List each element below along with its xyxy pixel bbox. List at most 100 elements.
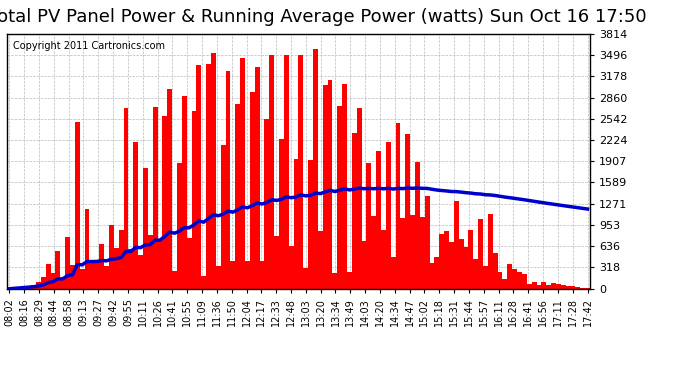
Bar <box>352 133 357 289</box>
Bar <box>143 168 148 289</box>
Bar <box>167 89 172 289</box>
Bar <box>313 49 318 289</box>
Bar <box>337 106 342 289</box>
Bar <box>104 266 109 289</box>
Bar <box>288 246 293 289</box>
Bar <box>469 230 473 289</box>
Bar <box>36 282 41 289</box>
Bar <box>556 284 561 289</box>
Bar <box>318 231 323 289</box>
Bar <box>255 67 259 289</box>
Bar <box>85 209 90 289</box>
Bar <box>250 92 255 289</box>
Bar <box>211 53 216 289</box>
Bar <box>245 261 250 289</box>
Bar <box>162 116 167 289</box>
Bar <box>391 257 395 289</box>
Bar <box>430 263 435 289</box>
Bar <box>376 151 381 289</box>
Bar <box>517 272 522 289</box>
Bar <box>284 55 288 289</box>
Bar <box>575 287 580 289</box>
Bar <box>221 146 226 289</box>
Bar <box>274 236 279 289</box>
Bar <box>362 241 366 289</box>
Bar <box>328 80 333 289</box>
Bar <box>177 163 181 289</box>
Bar <box>483 266 488 289</box>
Bar <box>333 273 337 289</box>
Text: Copyright 2011 Cartronics.com: Copyright 2011 Cartronics.com <box>12 41 165 51</box>
Bar <box>395 123 400 289</box>
Bar <box>240 58 245 289</box>
Bar <box>420 217 425 289</box>
Bar <box>21 286 26 289</box>
Bar <box>323 85 328 289</box>
Bar <box>342 84 347 289</box>
Bar <box>99 244 104 289</box>
Bar <box>551 284 556 289</box>
Bar <box>50 273 55 289</box>
Bar <box>80 269 85 289</box>
Bar <box>449 242 454 289</box>
Bar <box>128 249 133 289</box>
Bar <box>459 239 464 289</box>
Bar <box>187 238 192 289</box>
Bar <box>502 279 507 289</box>
Bar <box>425 196 430 289</box>
Bar <box>386 142 391 289</box>
Bar <box>133 142 138 289</box>
Bar <box>304 268 308 289</box>
Bar <box>152 107 157 289</box>
Bar <box>347 272 352 289</box>
Bar <box>226 71 230 289</box>
Bar <box>46 264 50 289</box>
Bar <box>366 164 371 289</box>
Bar <box>546 285 551 289</box>
Bar <box>371 216 376 289</box>
Bar <box>26 285 31 289</box>
Bar <box>497 272 502 289</box>
Bar <box>279 139 284 289</box>
Bar <box>124 108 128 289</box>
Bar <box>192 111 197 289</box>
Bar <box>172 271 177 289</box>
Bar <box>70 265 75 289</box>
Bar <box>357 108 362 289</box>
Bar <box>75 122 80 289</box>
Bar <box>537 285 542 289</box>
Bar <box>119 230 124 289</box>
Bar <box>571 286 575 289</box>
Bar <box>415 162 420 289</box>
Bar <box>381 230 386 289</box>
Bar <box>512 269 517 289</box>
Bar <box>12 288 17 289</box>
Bar <box>197 65 201 289</box>
Bar <box>405 134 410 289</box>
Bar <box>444 231 449 289</box>
Bar <box>464 247 469 289</box>
Bar <box>235 104 240 289</box>
Bar <box>410 214 415 289</box>
Bar <box>478 219 483 289</box>
Bar <box>41 278 46 289</box>
Bar <box>201 276 206 289</box>
Bar <box>269 55 274 289</box>
Bar <box>400 219 405 289</box>
Bar <box>148 235 152 289</box>
Bar <box>454 201 459 289</box>
Bar <box>138 255 143 289</box>
Bar <box>259 261 264 289</box>
Bar <box>216 266 221 289</box>
Bar <box>90 262 95 289</box>
Bar <box>507 264 512 289</box>
Bar <box>561 285 566 289</box>
Bar <box>566 285 571 289</box>
Bar <box>308 160 313 289</box>
Bar <box>522 274 526 289</box>
Bar <box>298 56 304 289</box>
Bar <box>31 285 36 289</box>
Bar <box>55 251 60 289</box>
Bar <box>542 282 546 289</box>
Bar <box>60 278 65 289</box>
